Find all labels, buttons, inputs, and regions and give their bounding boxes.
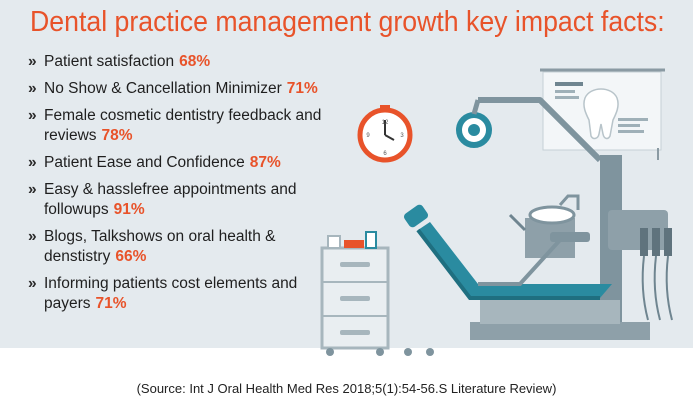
dental-lamp	[456, 97, 603, 163]
source-citation: (Source: Int J Oral Health Med Res 2018;…	[136, 381, 557, 396]
chevron-icon: »	[28, 181, 37, 198]
fact-percentage: 87%	[249, 154, 281, 171]
fact-percentage: 66%	[115, 248, 147, 265]
fact-percentage: 71%	[95, 295, 127, 312]
supply-cart	[320, 231, 390, 356]
clock-number: 9	[366, 133, 370, 139]
fact-label: Patient satisfaction	[44, 53, 175, 70]
fact-label: No Show & Cancellation Minimizer	[44, 80, 282, 97]
page-title: Dental practice management growth key im…	[30, 6, 665, 38]
fact-item: » Patient satisfaction 68%	[28, 52, 368, 72]
clock-number: 6	[383, 151, 387, 157]
chevron-icon: »	[28, 154, 37, 171]
fact-percentage: 71%	[286, 80, 318, 97]
fact-item: » No Show & Cancellation Minimizer 71%	[28, 79, 368, 99]
fact-label: Female cosmetic dentistry feedback and r…	[44, 107, 322, 144]
clock-number: 12	[382, 120, 389, 126]
chevron-icon: »	[28, 275, 37, 292]
chair-base	[470, 322, 650, 340]
fact-label: Easy & hasslefree appointments and follo…	[44, 181, 297, 218]
clock-number: 3	[400, 133, 404, 139]
fact-item: » Informing patients cost elements and p…	[28, 274, 368, 314]
fact-label: Informing patients cost elements and pay…	[44, 275, 298, 312]
fact-label: Blogs, Talkshows on oral health & densti…	[44, 228, 276, 265]
floor-band	[0, 348, 693, 420]
fact-item: » Blogs, Talkshows on oral health & dens…	[28, 227, 368, 267]
instrument-unit	[608, 210, 673, 321]
chair-pedestal	[480, 300, 620, 324]
spittoon	[508, 194, 580, 258]
fact-item: » Patient Ease and Confidence 87%	[28, 153, 368, 173]
fact-label: Patient Ease and Confidence	[44, 154, 245, 171]
dental-chair	[403, 204, 612, 300]
chair-base-wheels	[404, 348, 434, 356]
wall-clock: 12 3 6 9	[357, 105, 413, 163]
fact-percentage: 78%	[101, 127, 133, 144]
fact-item: » Easy & hasslefree appointments and fol…	[28, 180, 368, 220]
chevron-icon: »	[28, 53, 37, 70]
chevron-icon: »	[28, 228, 37, 245]
fact-percentage: 91%	[113, 201, 145, 218]
chevron-icon: »	[28, 80, 37, 97]
fact-percentage: 68%	[179, 53, 211, 70]
chevron-icon: »	[28, 107, 37, 124]
fact-item: » Female cosmetic dentistry feedback and…	[28, 106, 368, 146]
tooth-poster	[540, 68, 665, 160]
facts-list: » Patient satisfaction 68% » No Show & Ca…	[28, 52, 368, 314]
dental-office-illustration: 12 3 6 9	[320, 68, 673, 356]
